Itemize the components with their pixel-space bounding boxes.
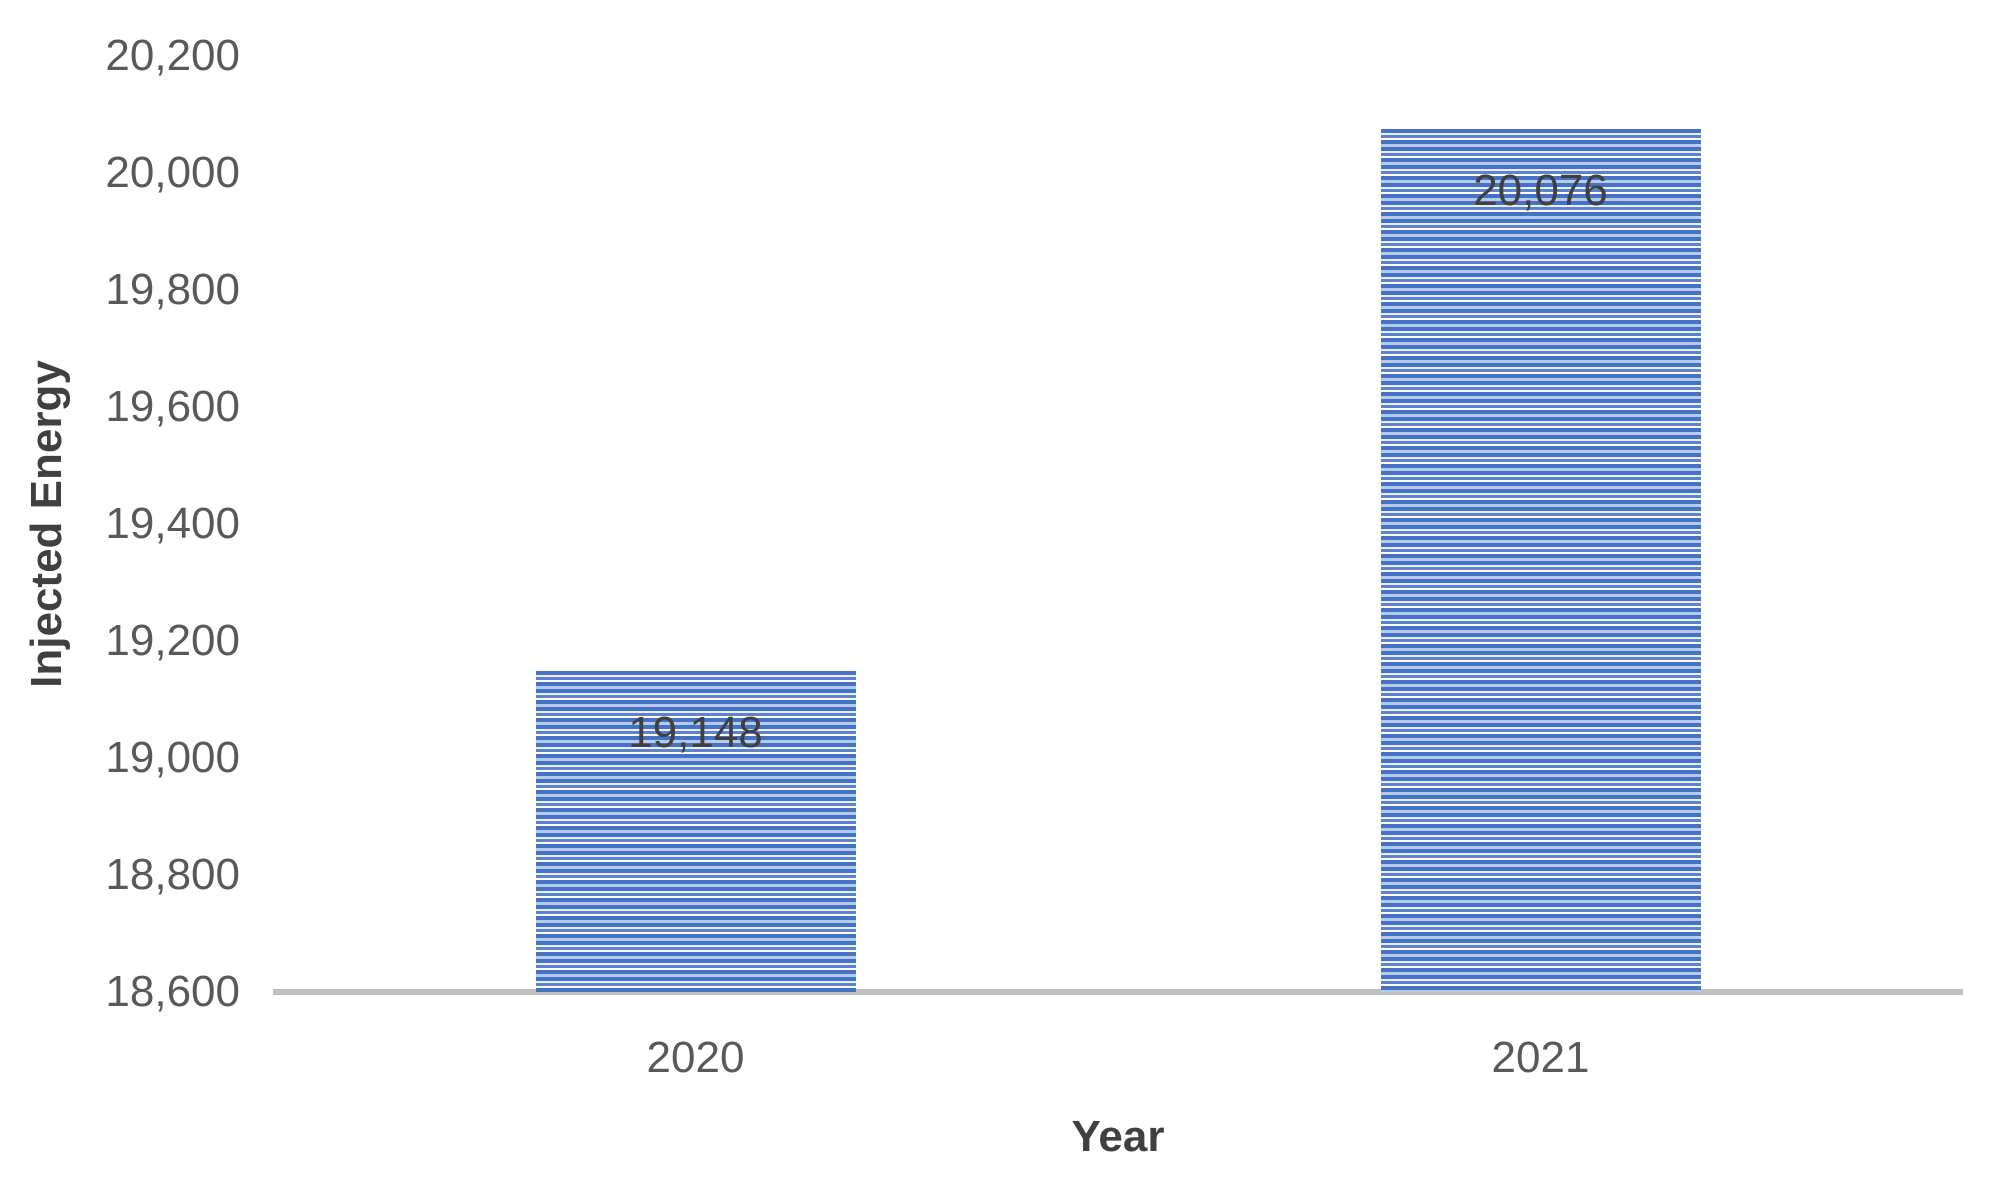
- y-tick-label: 19,600: [105, 382, 240, 431]
- y-tick-label: 19,000: [105, 733, 240, 782]
- y-tick-label: 19,400: [105, 499, 240, 548]
- y-tick-label: 18,800: [105, 850, 240, 899]
- x-category-label: 2021: [1491, 1033, 1590, 1082]
- y-tick-label: 18,600: [105, 967, 240, 1016]
- y-tick-label: 20,000: [105, 148, 240, 197]
- x-axis-title: Year: [1071, 1112, 1165, 1161]
- y-tick-label: 19,800: [105, 265, 240, 314]
- bar-data-label: 20,076: [1473, 165, 1608, 215]
- bar-data-label: 19,148: [628, 708, 763, 758]
- y-tick-label: 20,200: [105, 31, 240, 80]
- bar-2021: [1380, 128, 1701, 992]
- bar-2020: [535, 671, 856, 992]
- y-tick-label: 19,200: [105, 616, 240, 665]
- x-axis-line: [273, 989, 1963, 995]
- x-category-label: 2020: [646, 1033, 745, 1082]
